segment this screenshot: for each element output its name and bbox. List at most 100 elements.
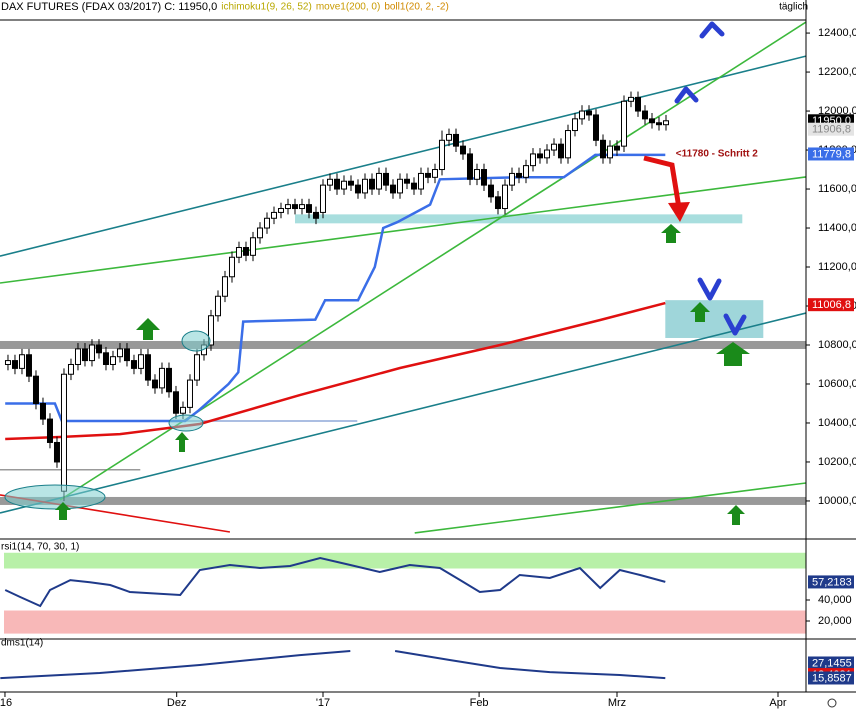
candle-body (529, 153, 536, 167)
decorations (4, 330, 211, 510)
candle-body (291, 204, 298, 210)
up-arrow (55, 502, 71, 520)
price-label-box (808, 122, 854, 136)
indicator-label: move1(200, 0) (316, 2, 380, 13)
band (4, 552, 806, 569)
candle-body (60, 373, 67, 492)
candle-body (137, 354, 144, 369)
period-label: täglich (779, 2, 808, 13)
y-tick-label: 12400,0 (818, 27, 856, 39)
price-label-box (808, 298, 854, 312)
candle-body (179, 406, 186, 414)
candle-body (410, 182, 417, 190)
y-tick-label: 40,000 (818, 594, 852, 606)
candle-body (130, 360, 137, 369)
candle-body (522, 165, 529, 178)
y-tick-label: 11400,0 (818, 222, 856, 234)
arrow-head (668, 202, 690, 222)
price-label-box (808, 147, 854, 161)
price-label: 11006,8 (812, 299, 851, 311)
candle-body (424, 172, 431, 178)
chevron (723, 313, 747, 336)
candle-body (347, 180, 354, 186)
candle-body (123, 348, 130, 362)
indicator-label: boll1(20, 2, -2) (384, 2, 448, 13)
y-tick-label: 10800,0 (818, 339, 856, 351)
x-tick-label: Dez (167, 697, 187, 709)
candle-body (172, 391, 179, 414)
up-arrow (727, 505, 745, 525)
y-tick-label: 10400,0 (818, 417, 856, 429)
candle-body (256, 227, 263, 239)
candle-body (655, 122, 662, 126)
panel (4, 552, 806, 634)
candle-body (557, 143, 564, 159)
series-line (0, 650, 666, 680)
candle-body (396, 178, 403, 194)
candle-body (32, 375, 39, 404)
candle-body (88, 344, 95, 362)
chevron (699, 21, 725, 39)
candle-body (431, 169, 438, 178)
red-arrow (643, 155, 690, 222)
candle-body (585, 110, 592, 116)
candle-body (284, 204, 291, 210)
overlay-line (0, 55, 806, 257)
candle-body (473, 169, 480, 180)
level-band (0, 496, 806, 505)
series-line (4, 556, 666, 608)
up-arrow (661, 224, 681, 243)
candle-body (606, 145, 613, 159)
candle-body (277, 208, 284, 213)
candle-body (459, 145, 466, 155)
candle-body (67, 363, 74, 375)
y-tick-label: 11600,0 (818, 183, 856, 195)
candle-body (578, 110, 585, 120)
price-label-box (808, 575, 854, 589)
candle-body (487, 184, 494, 198)
y-tick-label: 12200,0 (818, 66, 856, 78)
candle-body (382, 172, 389, 186)
price-label-box (808, 671, 854, 685)
candle-body (333, 178, 340, 190)
candle-body (613, 145, 620, 151)
candle-body (543, 149, 550, 159)
candle-body (662, 120, 669, 126)
candle-body (599, 139, 606, 159)
candle-body (305, 204, 312, 213)
highlight-ellipse (4, 484, 106, 510)
up-arrow (690, 302, 710, 322)
up-arrow (175, 432, 189, 452)
candle-body (221, 276, 228, 297)
x-tick-label: Mrz (608, 697, 626, 709)
candle-body (109, 356, 116, 365)
candle-body (368, 178, 375, 190)
overlay-line (0, 176, 806, 284)
candle-body (298, 204, 305, 210)
candle-body (74, 348, 81, 365)
candle-body (375, 172, 382, 190)
x-tick-label: 16 (0, 697, 12, 709)
price-label: 27,1455 (812, 657, 852, 669)
candle-body (249, 237, 256, 256)
candle-body (326, 178, 333, 186)
overlay-line (0, 312, 806, 514)
candle-body (403, 178, 410, 184)
candle-body (648, 118, 655, 124)
chart-title: dms1(14) (1, 638, 43, 649)
candle-body (620, 100, 627, 147)
candle-body (235, 247, 242, 258)
price-label-box (808, 656, 854, 670)
y-tick-label: 12000,0 (818, 105, 856, 117)
highlight-ellipse (181, 330, 211, 352)
icon (827, 698, 837, 708)
overlay-line (5, 301, 666, 441)
x-tick-label: Apr (769, 697, 786, 709)
candle-body (571, 118, 578, 132)
price-label: 11779,8 (812, 148, 851, 160)
y-tick-label: 10200,0 (818, 456, 856, 468)
arrow-shaft (643, 155, 682, 209)
chart-title: DAX FUTURES (FDAX 03/2017) C: 11950,0 (1, 1, 217, 13)
x-tick-label: Feb (470, 697, 489, 709)
